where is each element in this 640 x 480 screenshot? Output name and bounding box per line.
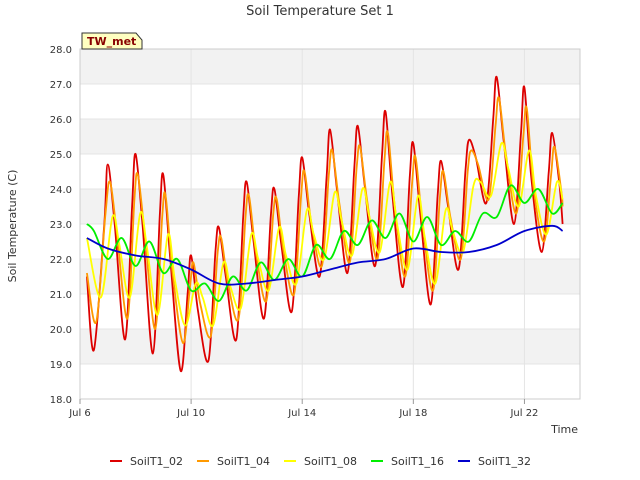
legend-item-soilt1-32: SoilT1_32 (458, 455, 531, 468)
legend: SoilT1_02 SoilT1_04 SoilT1_08 SoilT1_16 Soil… (110, 455, 531, 468)
x-tick-label: Jul 10 (176, 408, 205, 419)
series-lines (86, 76, 564, 372)
background-band (80, 259, 580, 294)
legend-label: SoilT1_32 (478, 455, 531, 468)
series-line-soilt1-02 (86, 76, 564, 372)
y-tick-label: 20.0 (50, 325, 72, 336)
chart-title: Soil Temperature Set 1 (246, 4, 394, 19)
y-axis-label: Soil Temperature (C) (6, 170, 19, 283)
site-label-box (81, 32, 143, 50)
background-band (80, 329, 580, 364)
y-tick-label: 19.0 (50, 360, 72, 371)
y-tick-label: 24.0 (50, 185, 72, 196)
y-tick-label: 18.0 (50, 395, 72, 406)
background-band (80, 119, 580, 154)
y-tick-label: 21.0 (50, 290, 72, 301)
x-tick-label: Jul 6 (68, 408, 91, 419)
legend-item-soilt1-02: SoilT1_02 (110, 455, 183, 468)
y-tick-label: 25.0 (50, 150, 72, 161)
plot-background-bands (80, 49, 580, 364)
series-line-soilt1-16 (86, 184, 564, 302)
background-band (80, 49, 580, 84)
y-tick-label: 27.0 (50, 80, 72, 91)
series-line-soilt1-08 (86, 141, 564, 328)
y-axis: 18.0 19.0 20.0 21.0 22.0 23.0 24.0 25.0 26.0 27.0… (50, 45, 72, 406)
legend-label: SoilT1_16 (391, 455, 444, 468)
y-tick-label: 23.0 (50, 220, 72, 231)
legend-item-soilt1-08: SoilT1_08 (284, 455, 357, 468)
legend-label: SoilT1_08 (304, 455, 357, 468)
x-axis: Jul 6 Jul 10 Jul 14 Jul 18 Jul 22 (68, 399, 538, 419)
y-tick-label: 22.0 (50, 255, 72, 266)
y-tick-label: 26.0 (50, 115, 72, 126)
y-tick-label: 28.0 (50, 45, 72, 56)
x-axis-label: Time (550, 423, 578, 436)
legend-item-soilt1-16: SoilT1_16 (371, 455, 444, 468)
series-line-soilt1-32 (86, 224, 564, 286)
x-tick-label: Jul 14 (287, 408, 316, 419)
x-tick-label: Jul 18 (398, 408, 427, 419)
site-label-badge: TW_met (81, 32, 143, 50)
site-label: TW_met (87, 35, 136, 48)
legend-label: SoilT1_04 (217, 455, 270, 468)
legend-label: SoilT1_02 (130, 455, 183, 468)
plot-area (79, 48, 581, 400)
legend-item-soilt1-04: SoilT1_04 (197, 455, 270, 468)
x-tick-label: Jul 22 (509, 408, 538, 419)
